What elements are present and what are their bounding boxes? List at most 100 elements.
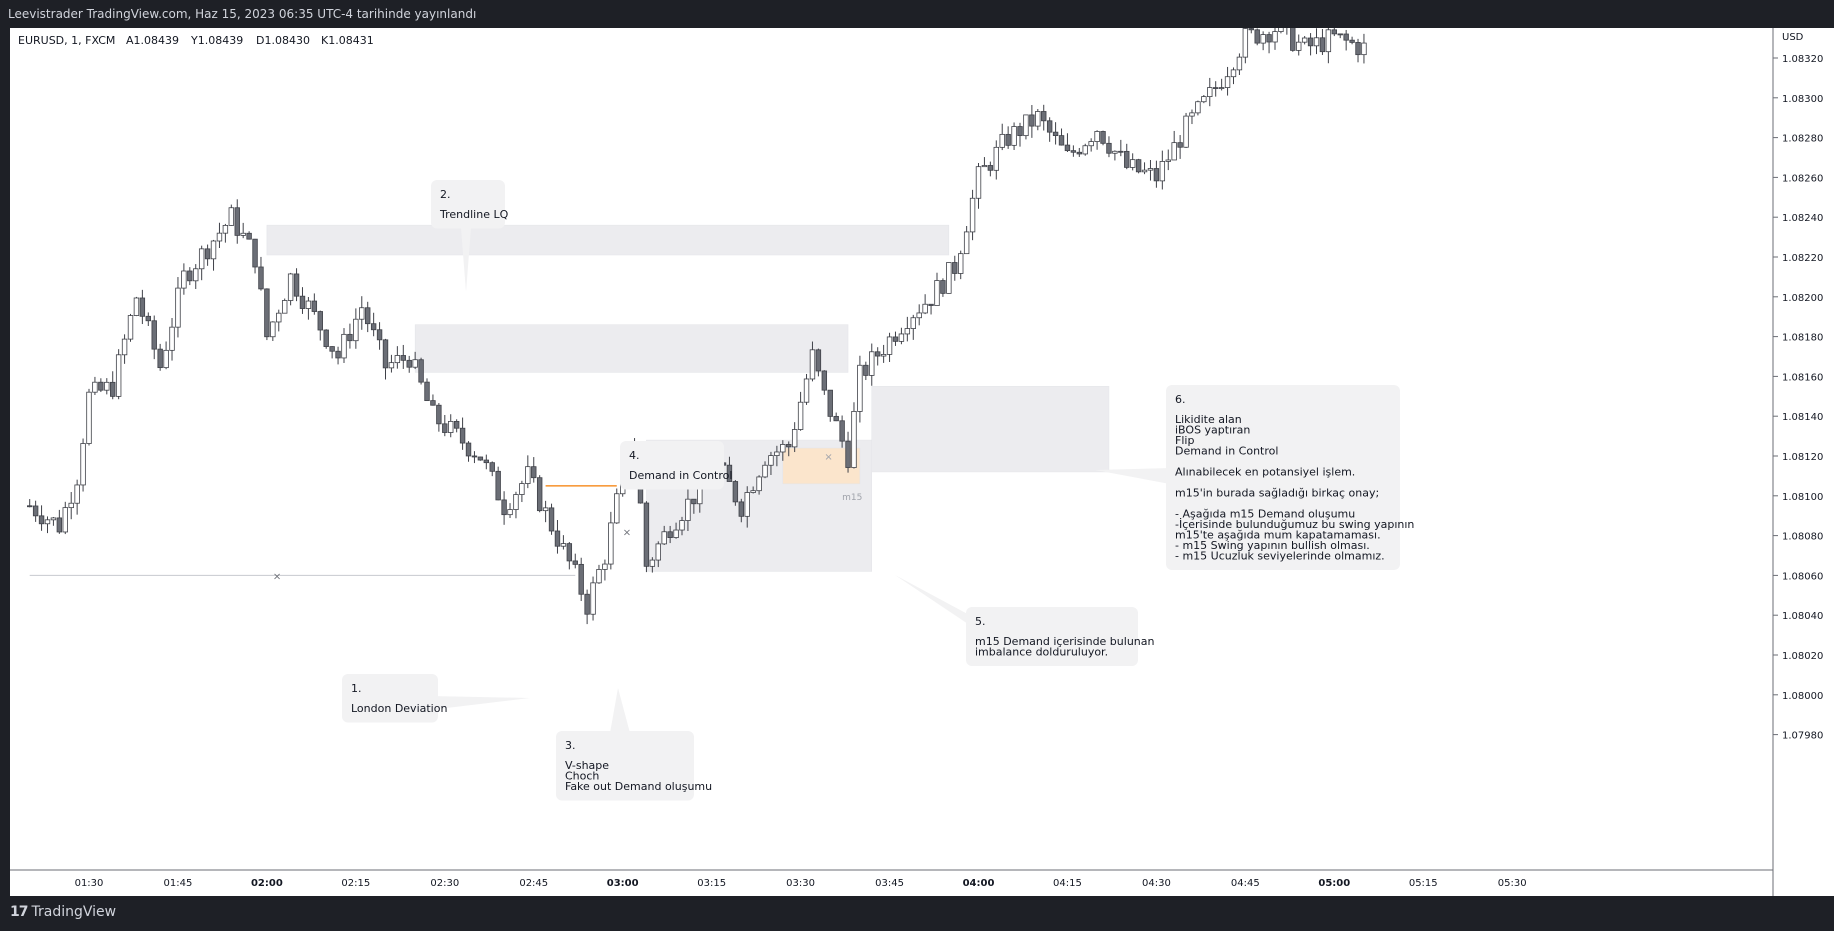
candle-body [975, 166, 982, 199]
candle-body [1207, 87, 1213, 98]
candle-body [1218, 87, 1225, 89]
tradingview-logo[interactable]: 17 TradingView [10, 904, 116, 920]
candle-body [815, 349, 822, 372]
note-2[interactable]: 2. Trendline LQ [431, 180, 509, 292]
candle-body [548, 507, 555, 532]
candle-body [222, 225, 229, 234]
candle-body [554, 530, 561, 547]
candle-body [839, 420, 845, 442]
price-axis[interactable]: 1.08320 1.08300 1.08280 1.08260 1.08240 1.082… [1773, 54, 1823, 742]
candle-body [1213, 87, 1219, 89]
time-tick-label: 03:15 [697, 878, 726, 889]
candle-body [436, 404, 442, 425]
note-5[interactable]: 5. m15 Demand içerisinde bulunanimbalance… [895, 575, 1155, 666]
candle-body [1159, 161, 1166, 182]
candle-body [1165, 159, 1171, 162]
candle-body [121, 338, 128, 356]
note-2-line: Trendline LQ [439, 208, 509, 221]
price-tick-label: 1.07980 [1782, 731, 1823, 742]
candle-body [1254, 29, 1260, 44]
candle-body [270, 321, 276, 338]
candle-body [525, 466, 531, 484]
price-tick-label: 1.08240 [1782, 213, 1823, 224]
price-tick-label: 1.08000 [1782, 691, 1823, 702]
candle-body [958, 253, 964, 274]
candle-body [1307, 37, 1314, 47]
candle-body [157, 348, 163, 369]
candle-body [880, 354, 887, 357]
candle-body [258, 266, 264, 290]
candle-body [827, 389, 833, 417]
right-gray-zone[interactable] [871, 386, 1110, 473]
candle-body [133, 297, 140, 316]
candle-body [299, 295, 306, 309]
candle-body [904, 328, 911, 335]
price-tick-label: 1.08100 [1782, 492, 1823, 503]
candle-body [1361, 42, 1367, 56]
note-5-line: imbalance dolduruluyor. [975, 646, 1108, 659]
note-4[interactable]: 4. Demand in Control [620, 441, 732, 490]
chart-panel[interactable]: EURUSD, 1, FXCM A1.08439 Y1.08439 D1.084… [10, 18, 1834, 896]
note-2-pointer [461, 228, 471, 292]
candle-body [1195, 101, 1201, 114]
candle-body [335, 350, 341, 359]
time-tick-label: 02:15 [341, 878, 370, 889]
time-tick-label: 03:00 [607, 878, 639, 889]
candle-body [86, 391, 92, 444]
candle-body [1189, 112, 1195, 117]
time-tick-label: 02:45 [519, 878, 548, 889]
note-6-line: - m15 Swing yapının bullish olması. [1175, 539, 1370, 552]
upper-supply-zone[interactable] [414, 324, 849, 373]
note-4-line: Demand in Control [629, 469, 732, 482]
candle-body [1118, 150, 1124, 153]
price-tick-label: 1.08200 [1782, 293, 1823, 304]
ohlc-legend: EURUSD, 1, FXCM A1.08439 Y1.08439 D1.084… [18, 34, 374, 47]
time-tick-label: 04:00 [963, 878, 995, 889]
candle-body [602, 563, 608, 570]
note-6-line: Likidite alan [1175, 413, 1242, 426]
m15-zone-label: m15 [842, 493, 862, 503]
candle-body [38, 515, 45, 525]
candle-body [1177, 142, 1183, 148]
candle-body [353, 318, 359, 342]
note-1-pointer [430, 696, 530, 710]
candle-body [442, 423, 448, 433]
candle-body [768, 455, 774, 466]
price-tick-label: 1.08060 [1782, 571, 1823, 582]
candle-body [786, 444, 792, 448]
candle-body [679, 520, 685, 531]
candle-body [1100, 131, 1106, 144]
candle-body [1296, 41, 1302, 51]
candle-body [1129, 159, 1136, 168]
candle-body [774, 451, 780, 457]
candlestick-chart[interactable]: EURUSD, 1, FXCM A1.08439 Y1.08439 D1.084… [10, 18, 1834, 896]
note-4-number: 4. [629, 449, 640, 462]
price-tick-label: 1.08300 [1782, 94, 1823, 105]
candle-body [762, 464, 768, 478]
candle-body [26, 505, 33, 508]
publish-info: Leevistrader TradingView.com, Haz 15, 20… [8, 7, 477, 21]
candle-body [851, 411, 857, 468]
price-tick-label: 1.08220 [1782, 253, 1823, 264]
candle-body [1076, 151, 1083, 155]
candle-body [151, 320, 157, 350]
note-1[interactable]: 1. London Deviation [342, 674, 530, 723]
candle-body [44, 519, 51, 525]
publish-header: Leevistrader TradingView.com, Haz 15, 20… [0, 0, 1834, 28]
candle-body [471, 455, 478, 458]
note-6-box [1166, 385, 1400, 570]
candle-body [845, 440, 851, 468]
candle-body [1147, 168, 1154, 171]
note-6-number: 6. [1175, 393, 1186, 406]
trendline-lq-zone[interactable] [266, 224, 950, 256]
candle-body [1094, 131, 1100, 142]
note-5-box [966, 607, 1138, 666]
note-6-line: Flip [1175, 434, 1194, 447]
candle-body [584, 593, 590, 615]
candle-body [1005, 133, 1011, 146]
candle-body [1064, 144, 1071, 152]
candle-body [833, 415, 839, 422]
time-axis[interactable]: 01:30 01:45 02:00 02:15 02:30 02:45 03:00 03:15… [75, 878, 1527, 889]
